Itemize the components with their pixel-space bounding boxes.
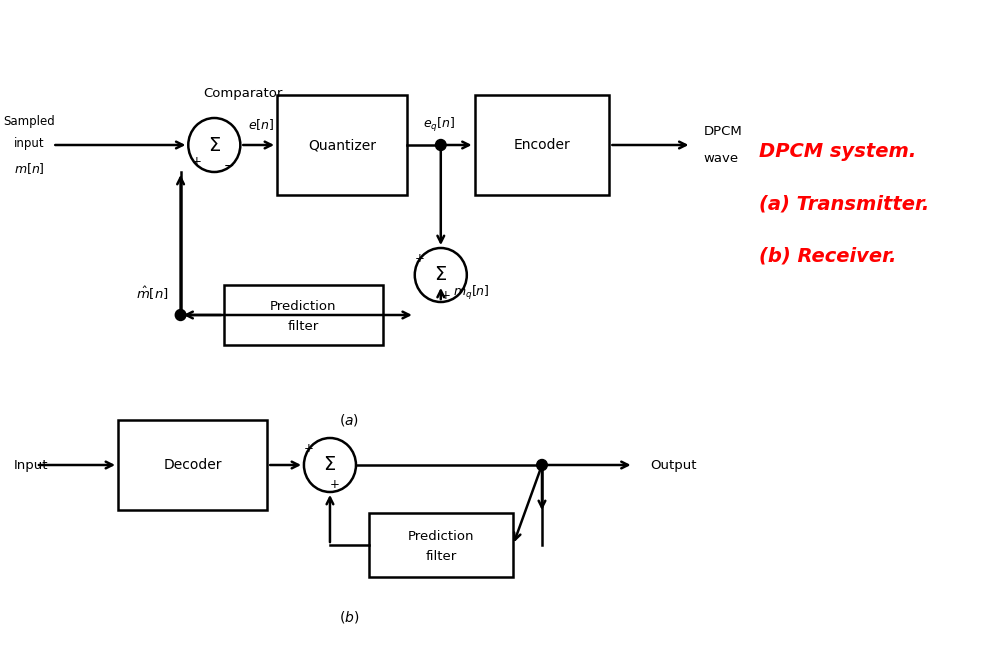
Text: $(b)$: $(b)$ [339,609,360,625]
Text: $(a)$: $(a)$ [339,412,359,428]
Text: $e[n]$: $e[n]$ [248,117,274,132]
Text: +: + [304,441,314,455]
Text: +: + [330,479,340,491]
Bar [369,513,514,577]
Text: Encoder: Encoder [514,138,571,152]
Text: Sampled: Sampled [3,115,55,128]
Text: $\Sigma$: $\Sigma$ [324,455,337,474]
Text: filter: filter [425,550,456,563]
Text: Decoder: Decoder [164,458,222,472]
Text: Prediction: Prediction [408,531,474,544]
Text: $\Sigma$: $\Sigma$ [434,265,447,284]
Circle shape [435,140,446,151]
Text: Quantizer: Quantizer [308,138,376,152]
Text: +: + [192,155,202,168]
Bar [277,95,407,195]
Text: input: input [14,136,44,149]
Text: +: + [415,252,424,265]
Text: $e_q[n]$: $e_q[n]$ [423,116,455,134]
Text: wave: wave [704,153,739,166]
Text: $-$: $-$ [223,159,234,172]
Text: Output: Output [650,458,696,472]
Text: (b) Receiver.: (b) Receiver. [759,247,896,266]
Text: Comparator: Comparator [204,86,283,100]
Bar [118,420,267,510]
Text: filter: filter [287,320,319,333]
Text: DPCM system.: DPCM system. [759,142,916,161]
Circle shape [537,460,548,470]
Circle shape [175,310,186,320]
Text: $m_q[n]$: $m_q[n]$ [453,284,490,303]
Text: $\hat{m}[n]$: $\hat{m}[n]$ [137,284,169,301]
Text: DPCM: DPCM [704,124,743,138]
Text: $m[n]$: $m[n]$ [14,162,44,176]
Text: $\Sigma$: $\Sigma$ [208,136,221,155]
Text: (a) Transmitter.: (a) Transmitter. [759,195,929,214]
Text: +: + [440,288,450,301]
Text: Prediction: Prediction [270,301,337,314]
Bar [474,95,609,195]
Bar [224,285,383,345]
Text: Input: Input [14,458,48,472]
